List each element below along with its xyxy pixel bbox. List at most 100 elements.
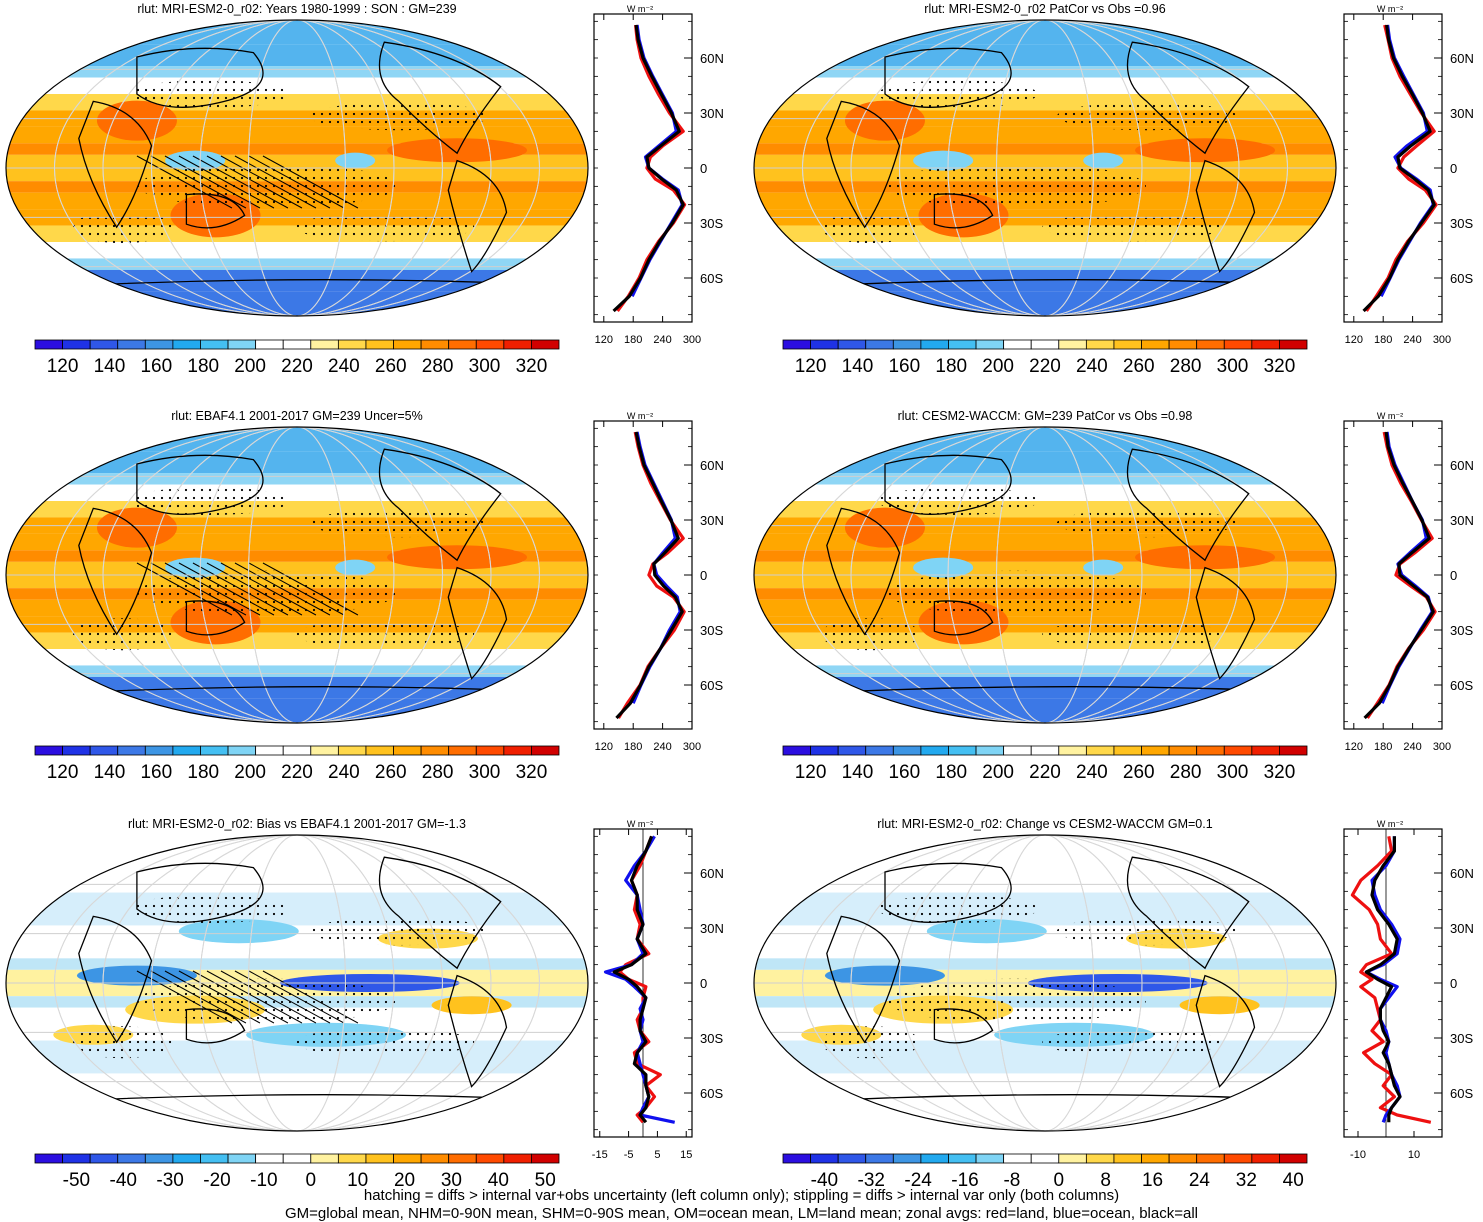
colorbar-cell xyxy=(1251,745,1280,756)
hatch-line xyxy=(248,155,345,209)
colorbar-cell xyxy=(1168,745,1198,756)
colorbar-tick-label: -50 xyxy=(63,1170,90,1191)
colorbar-cell xyxy=(337,1153,367,1164)
stipple-region xyxy=(294,1028,475,1057)
panel-title: rlut: MRI-ESM2-0_r02 PatCor vs Obs =0.96 xyxy=(924,2,1165,16)
colorbar-cell xyxy=(1058,339,1087,350)
map-feature xyxy=(844,507,925,548)
zonal-line-ocean xyxy=(1364,836,1402,1123)
map-feature xyxy=(844,100,925,141)
zonal-mean-middle-right: 60N 30N 0 30S 60S 120 180 240 300 W m⁻² xyxy=(1343,411,1474,753)
coastline xyxy=(185,1008,246,1044)
colorbar-cell xyxy=(1251,339,1280,350)
zonal-lat-label: 30N xyxy=(700,921,724,936)
map-feature xyxy=(913,557,974,578)
colorbar-tick-label: 180 xyxy=(187,356,219,377)
hatch-line xyxy=(234,970,331,1024)
map-border xyxy=(5,834,589,1132)
zonal-line-all xyxy=(612,835,654,1124)
zonal-lat-label: 60N xyxy=(700,51,724,66)
map-fill xyxy=(754,427,1336,723)
zonal-x-label: -10 xyxy=(1350,1149,1366,1161)
map-anomaly xyxy=(824,965,945,986)
colorbar-cell xyxy=(1085,339,1115,350)
zonal-x-label: 180 xyxy=(624,741,642,753)
colorbar-tick-label: 30 xyxy=(441,1170,462,1191)
colorbar-cell xyxy=(34,339,63,350)
colorbar-cell xyxy=(782,745,811,756)
stipple-region xyxy=(308,917,489,946)
colorbar-cell xyxy=(282,1153,312,1164)
map-border xyxy=(753,834,1337,1132)
colorbar-tick-label: 140 xyxy=(842,762,874,783)
colorbar-tick-label: 220 xyxy=(1029,762,1061,783)
zonal-unit-label: W m⁻² xyxy=(627,819,653,829)
colorbar-cell xyxy=(227,1153,257,1164)
colorbar-cell xyxy=(865,745,894,756)
hatch-line xyxy=(150,562,247,616)
colorbar-cell xyxy=(1030,339,1060,350)
graticule-lon xyxy=(899,427,1191,723)
colorbar-cell xyxy=(920,1153,949,1164)
colorbar-cell xyxy=(1223,1153,1253,1164)
zonal-lat-label: 30N xyxy=(1450,513,1474,528)
zonal-line-all xyxy=(1363,431,1435,720)
hatch-line xyxy=(220,562,317,616)
colorbar-cell xyxy=(892,339,922,350)
map-band xyxy=(6,835,588,860)
map-panel-bottom-left: rlut: MRI-ESM2-0_r02: Bias vs EBAF4.1 20… xyxy=(5,817,589,1132)
colorbar-cell xyxy=(948,745,977,756)
hatch-line xyxy=(220,970,317,1024)
hatch-line xyxy=(234,562,331,616)
colorbar-cell xyxy=(89,745,119,756)
colorbar-cell xyxy=(117,745,146,756)
zonal-line-ocean xyxy=(630,24,684,297)
colorbar-cell xyxy=(1141,745,1170,756)
zonal-lat-label: 60S xyxy=(1450,1086,1473,1101)
colorbar-cell xyxy=(172,745,201,756)
colorbar-cell xyxy=(1003,1153,1032,1164)
coastline xyxy=(826,100,901,229)
graticule-lon xyxy=(54,835,540,1131)
colorbar-tick-label: 0 xyxy=(1054,1170,1065,1191)
colorbar-tick-label: 320 xyxy=(516,356,548,377)
map-band xyxy=(6,550,588,562)
map-panel-top-right: rlut: MRI-ESM2-0_r02 PatCor vs Obs =0.96 xyxy=(753,2,1337,317)
colorbar-tick-label: 280 xyxy=(1170,356,1202,377)
map-border xyxy=(753,426,1337,724)
stipple-region xyxy=(129,895,290,923)
coastline xyxy=(185,193,246,229)
map-feature xyxy=(1135,138,1276,163)
colorbar-cell xyxy=(393,745,422,756)
colorbar-cell xyxy=(1223,745,1253,756)
colorbar-cell xyxy=(365,1153,394,1164)
colorbar-tick-label: -30 xyxy=(156,1170,183,1191)
colorbar-cell xyxy=(920,745,949,756)
zonal-x-label: 15 xyxy=(680,1149,692,1161)
colorbar-cell xyxy=(255,1153,284,1164)
colorbar-cell xyxy=(255,745,284,756)
panel-title: rlut: MRI-ESM2-0_r02: Bias vs EBAF4.1 20… xyxy=(128,817,466,831)
colorbar-tick-label: 220 xyxy=(1029,356,1061,377)
zonal-x-label: 240 xyxy=(653,334,671,346)
zonal-mean-bottom-right: 60N 30N 0 30S 60S -10 10 W m⁻² xyxy=(1343,819,1474,1161)
map-band xyxy=(754,1106,1336,1131)
colorbar-top-right: 120 140 160 180 200 220 240 260 280 300 320 xyxy=(782,339,1308,377)
zonal-lat-label: 0 xyxy=(1450,568,1457,583)
zonal-lat-label: 0 xyxy=(1450,161,1457,176)
zonal-x-label: 120 xyxy=(1345,741,1363,753)
zonal-x-label: -15 xyxy=(592,1149,608,1161)
graticule-lon xyxy=(850,20,1240,316)
map-band xyxy=(6,881,588,893)
colorbar-cell xyxy=(1030,1153,1060,1164)
colorbar-cell xyxy=(1168,339,1198,350)
map-border xyxy=(5,19,589,317)
map-band xyxy=(6,665,588,677)
panel-title: rlut: CESM2-WACCM: GM=239 PatCor vs Obs … xyxy=(898,409,1193,423)
map-feature xyxy=(96,100,177,141)
colorbar-tick-label: -24 xyxy=(904,1170,932,1191)
colorbar-cell xyxy=(503,745,532,756)
colorbar-cell xyxy=(420,339,450,350)
map-band xyxy=(6,258,588,270)
zonal-lat-label: 60S xyxy=(700,678,723,693)
